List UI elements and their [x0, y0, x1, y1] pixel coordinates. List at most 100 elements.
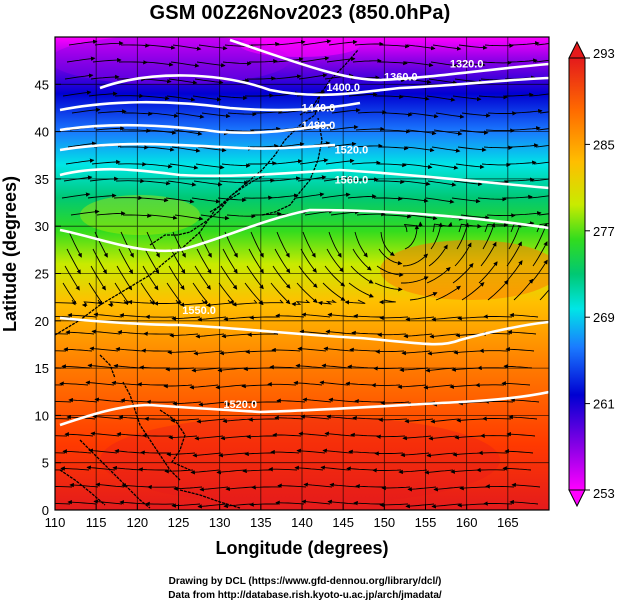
streamline [351, 330, 381, 336]
streamline [295, 363, 325, 369]
streamline [454, 435, 484, 440]
streamline [195, 163, 225, 170]
streamline [112, 465, 142, 471]
streamline [61, 192, 91, 199]
x-tick-label: 110 [45, 515, 66, 530]
streamline [317, 299, 337, 306]
x-axis: 110 115 120 125 130 135 140 145 150 155 160 165 [45, 504, 519, 530]
streamline [250, 143, 279, 149]
streamline [374, 282, 403, 292]
streamline [324, 265, 346, 287]
streamline [67, 312, 97, 318]
streamline [507, 160, 537, 165]
streamline [66, 248, 81, 275]
streamline [71, 107, 101, 114]
streamline [352, 248, 372, 271]
height-contours [59, 38, 549, 427]
streamline [258, 299, 284, 306]
streamline [293, 380, 323, 386]
streamline [148, 214, 178, 220]
colorbar-bar [568, 57, 586, 491]
streamline [67, 141, 97, 148]
streamline [215, 384, 245, 390]
streamline [299, 329, 329, 335]
streamline [429, 163, 459, 170]
streamline [251, 41, 280, 47]
streamline [352, 415, 381, 421]
contour-line-1560 [59, 208, 549, 253]
streamline [320, 465, 350, 471]
streamline [328, 39, 358, 46]
streamline [272, 265, 291, 289]
streamline [298, 265, 318, 288]
streamline [67, 499, 97, 505]
streamline [483, 314, 513, 319]
streamline [95, 126, 125, 131]
streamline [139, 197, 169, 203]
streamline [90, 431, 120, 437]
streamline [94, 41, 124, 46]
streamline [69, 482, 99, 488]
streamline [96, 211, 126, 216]
streamline [196, 61, 226, 68]
streamline [380, 400, 410, 406]
streamline [455, 163, 485, 170]
streamline [539, 111, 549, 114]
streamline [65, 330, 95, 335]
streamline [62, 90, 92, 97]
streamline [453, 350, 483, 355]
streamline [137, 382, 166, 387]
contour-label: 1560.0 [335, 175, 369, 187]
streamline [245, 178, 275, 183]
streamline [250, 231, 264, 258]
y-tick-label: 20 [35, 314, 49, 329]
streamline [302, 231, 316, 258]
streamline [172, 44, 202, 51]
streamline [428, 435, 458, 441]
streamline [535, 144, 549, 148]
streamline [300, 56, 330, 63]
streamline [168, 78, 198, 85]
streamline [64, 432, 94, 437]
streamline [174, 214, 204, 221]
streamline [376, 434, 406, 439]
y-tick-label: 40 [35, 125, 49, 140]
streamline [354, 41, 384, 47]
streamline [167, 180, 197, 187]
streamline [164, 468, 194, 474]
streamline [456, 61, 486, 67]
streamline [355, 484, 384, 489]
streamline [327, 499, 357, 505]
streamline [433, 129, 463, 136]
streamline [274, 415, 304, 421]
streamline [374, 451, 404, 456]
streamline [487, 111, 517, 116]
streamline [405, 146, 435, 153]
streamline [458, 44, 488, 50]
streamline [457, 502, 487, 508]
contour-label: 1550.0 [182, 305, 216, 317]
x-tick-label: 165 [497, 515, 519, 530]
streamline [424, 469, 454, 475]
streamline [153, 299, 180, 306]
streamline [380, 231, 395, 256]
streamline [269, 364, 299, 370]
streamline [301, 499, 331, 505]
streamline [357, 109, 387, 115]
streamline [530, 93, 549, 97]
streamline [449, 384, 479, 389]
streamline [149, 112, 179, 118]
streamline [461, 282, 485, 301]
streamline [55, 486, 73, 488]
streamline [217, 367, 247, 373]
streamline [170, 61, 200, 68]
streamline [427, 350, 457, 356]
streamline [271, 176, 301, 182]
streamline [272, 432, 302, 438]
streamline [243, 195, 273, 201]
streamline [93, 499, 123, 505]
streamline [139, 365, 168, 370]
streamline [123, 213, 152, 218]
streamline [62, 282, 77, 306]
streamline [405, 316, 435, 322]
